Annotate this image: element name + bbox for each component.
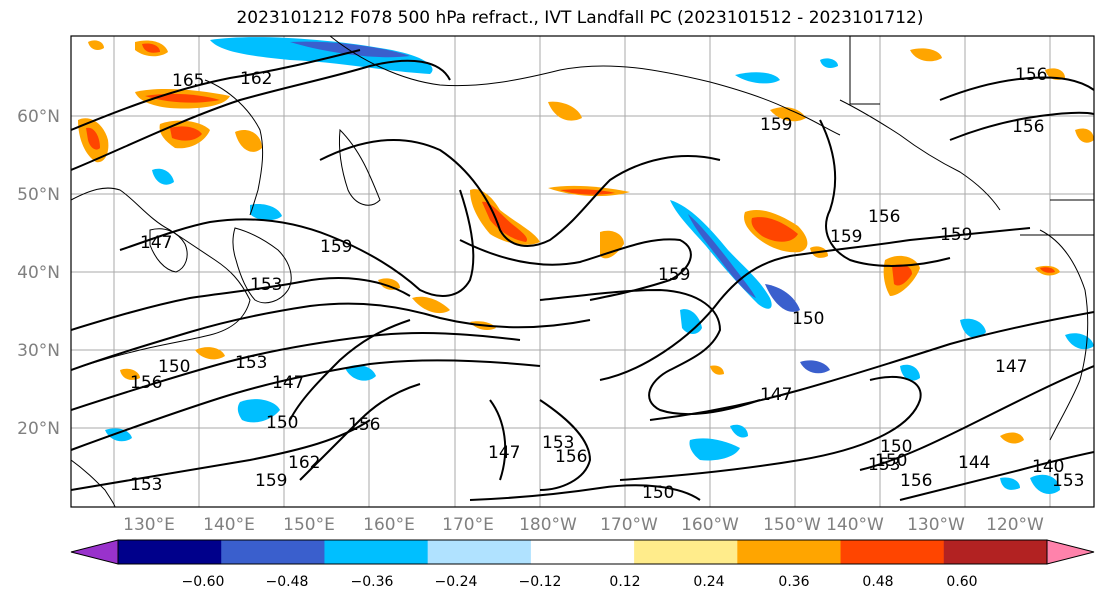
contour-label: 153 — [868, 455, 900, 475]
lon-label: 140°E — [203, 515, 255, 535]
lon-label: 130°E — [123, 515, 175, 535]
height-contours — [71, 49, 1094, 501]
contour-label: 156 — [868, 207, 900, 227]
contour-label: 153 — [542, 433, 574, 453]
contour-label: 162 — [288, 453, 320, 473]
contour-label: 150 — [158, 357, 190, 377]
lon-label: 140°W — [826, 515, 884, 535]
colorbar-swatch — [427, 540, 532, 564]
contour-label: 159 — [830, 227, 862, 247]
contour-label: 156 — [900, 471, 932, 491]
colorbar-tick: −0.24 — [435, 574, 478, 590]
lat-label: 20°N — [17, 419, 60, 439]
contour-label: 147 — [140, 233, 172, 253]
lon-label: 170°E — [442, 515, 494, 535]
contour-label: 159 — [658, 265, 690, 285]
contour-label: 159 — [760, 115, 792, 135]
contour-label: 156 — [1012, 117, 1044, 137]
contour-label: 156 — [1015, 65, 1047, 85]
latitude-labels: 60°N 50°N 40°N 30°N 20°N — [17, 107, 60, 439]
lon-label: 120°W — [986, 515, 1044, 535]
colorbar-tick: −0.60 — [182, 574, 225, 590]
colorbar-tick: 0.60 — [946, 574, 977, 590]
lon-label: 150°E — [283, 515, 335, 535]
colorbar-tick: −0.36 — [351, 574, 394, 590]
lat-label: 30°N — [17, 341, 60, 361]
lat-label: 50°N — [17, 185, 60, 205]
contour-label: 147 — [488, 443, 520, 463]
contour-label: 150 — [880, 437, 912, 457]
colorbar-swatch — [943, 540, 1048, 564]
contour-label: 165 — [172, 71, 204, 91]
contour-label: 147 — [995, 357, 1027, 377]
contour-label: 150 — [642, 483, 674, 503]
contour-label: 144 — [958, 453, 990, 473]
lon-label: 150°W — [763, 515, 821, 535]
contour-label: 153 — [235, 353, 267, 373]
colorbar-swatch — [118, 540, 222, 564]
contour-label: 162 — [240, 69, 272, 89]
colorbar-swatches — [71, 540, 1094, 564]
contour-label: 159 — [320, 237, 352, 257]
colorbar-swatch-min — [71, 540, 118, 564]
contour-label: 150 — [792, 309, 824, 329]
colorbar-tick: −0.12 — [519, 574, 562, 590]
lon-label: 130°W — [907, 515, 965, 535]
contour-label: 153 — [250, 275, 282, 295]
map-title: 2023101212 F078 500 hPa refract., IVT La… — [236, 8, 924, 28]
colorbar-swatch — [221, 540, 325, 564]
colorbar-tick: 0.24 — [693, 574, 724, 590]
contour-label: 159 — [255, 471, 287, 491]
contour-label: 140 — [1032, 457, 1064, 477]
longitude-labels: 130°E 140°E 150°E 160°E 170°E 180°W 170°… — [123, 515, 1044, 535]
lat-label: 40°N — [17, 263, 60, 283]
colorbar-tick: 0.48 — [862, 574, 893, 590]
colorbar-swatch — [737, 540, 842, 564]
contour-label: 147 — [760, 385, 792, 405]
contour-label: 150 — [266, 413, 298, 433]
shaded-field — [78, 37, 1094, 494]
contour-label: 150 — [875, 451, 907, 471]
lon-label: 160°W — [681, 515, 739, 535]
colorbar-swatch-max — [1047, 540, 1094, 564]
graticule — [71, 36, 1094, 507]
lon-label: 180°W — [519, 515, 577, 535]
colorbar-tick: 0.12 — [609, 574, 640, 590]
contour-label: 153 — [1052, 471, 1084, 491]
lon-label: 170°W — [600, 515, 658, 535]
contour-label: 156 — [130, 373, 162, 393]
contour-label: 147 — [272, 373, 304, 393]
colorbar: −0.60 −0.48 −0.36 −0.24 −0.12 0.12 0.24 … — [70, 539, 1095, 590]
colorbar-swatch — [840, 540, 945, 564]
colorbar-tick: 0.36 — [778, 574, 809, 590]
contour-label: 153 — [130, 475, 162, 495]
coastlines — [71, 36, 1094, 507]
colorbar-frame — [117, 539, 1048, 565]
contour-labels: 165 162 156 156 159 159 159 156 159 159 … — [130, 65, 1084, 503]
map-frame — [70, 35, 1095, 508]
contour-label: 159 — [940, 225, 972, 245]
lon-label: 160°E — [363, 515, 415, 535]
colorbar-swatch — [530, 540, 635, 564]
colorbar-tick: −0.48 — [266, 574, 309, 590]
colorbar-swatch — [634, 540, 738, 564]
contour-label: 156 — [555, 447, 587, 467]
colorbar-ticks: −0.60 −0.48 −0.36 −0.24 −0.12 0.12 0.24 … — [182, 574, 978, 590]
contour-label: 156 — [348, 415, 380, 435]
lat-label: 60°N — [17, 107, 60, 127]
colorbar-swatch — [324, 540, 429, 564]
